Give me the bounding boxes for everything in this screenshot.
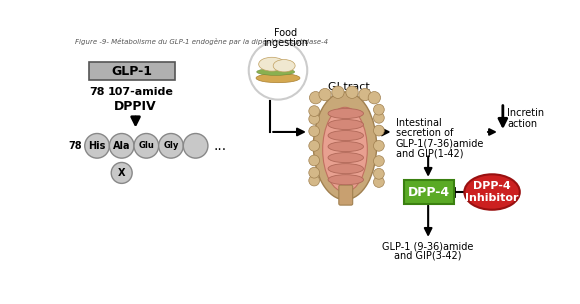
Circle shape: [374, 104, 385, 115]
Circle shape: [374, 156, 385, 167]
Circle shape: [368, 92, 380, 104]
Text: Inhibitor: Inhibitor: [465, 193, 519, 203]
Text: and GIP(1-42): and GIP(1-42): [396, 148, 463, 158]
Text: GLP-1: GLP-1: [111, 65, 152, 78]
Ellipse shape: [328, 130, 364, 140]
Circle shape: [359, 88, 371, 101]
Text: ...: ...: [213, 139, 227, 153]
Circle shape: [374, 168, 385, 179]
Text: Glu: Glu: [139, 141, 154, 150]
Circle shape: [374, 125, 385, 136]
Text: Ala: Ala: [113, 141, 130, 151]
Ellipse shape: [328, 142, 364, 152]
Circle shape: [309, 167, 320, 178]
Ellipse shape: [328, 175, 364, 185]
Text: Gly: Gly: [164, 141, 179, 150]
Circle shape: [85, 133, 110, 158]
Text: Incretin: Incretin: [508, 109, 545, 119]
Text: GLP-1 (9-36)amide: GLP-1 (9-36)amide: [382, 241, 474, 251]
Ellipse shape: [328, 164, 364, 174]
Circle shape: [374, 112, 385, 123]
Circle shape: [319, 88, 331, 101]
Circle shape: [309, 114, 320, 124]
Ellipse shape: [328, 153, 364, 163]
Ellipse shape: [465, 174, 520, 210]
Circle shape: [346, 86, 358, 98]
Text: GLP-1(7-36)amide: GLP-1(7-36)amide: [396, 138, 484, 148]
Text: secretion of: secretion of: [396, 128, 453, 138]
Circle shape: [374, 140, 385, 151]
Text: Figure -9- Métabolisme du GLP-1 endogène par la dipeptidylpeptidase-4: Figure -9- Métabolisme du GLP-1 endogène…: [75, 38, 329, 45]
Circle shape: [111, 162, 132, 183]
Text: ingestion: ingestion: [263, 38, 308, 48]
Circle shape: [374, 177, 385, 187]
Text: DPP-4: DPP-4: [408, 185, 450, 199]
Text: 78: 78: [68, 141, 82, 151]
Ellipse shape: [322, 107, 367, 192]
Text: Intestinal: Intestinal: [396, 118, 441, 128]
Circle shape: [309, 140, 320, 151]
Circle shape: [309, 155, 320, 166]
Ellipse shape: [273, 60, 295, 72]
Circle shape: [309, 106, 320, 116]
Ellipse shape: [328, 109, 364, 119]
Circle shape: [110, 133, 134, 158]
FancyBboxPatch shape: [339, 185, 353, 205]
Circle shape: [309, 126, 320, 136]
Ellipse shape: [328, 119, 364, 130]
Text: GI tract: GI tract: [328, 82, 370, 92]
Circle shape: [134, 133, 159, 158]
Text: action: action: [508, 119, 538, 129]
Text: 107-amide: 107-amide: [108, 87, 174, 97]
Circle shape: [249, 41, 307, 100]
Circle shape: [159, 133, 183, 158]
Circle shape: [332, 86, 344, 98]
Text: 78: 78: [89, 87, 105, 97]
Text: Food: Food: [274, 28, 298, 38]
FancyBboxPatch shape: [404, 181, 454, 204]
Text: DPP-4: DPP-4: [473, 181, 511, 191]
Ellipse shape: [257, 68, 295, 75]
Text: DPPIV: DPPIV: [114, 100, 157, 113]
Text: His: His: [88, 141, 106, 151]
Circle shape: [309, 175, 320, 186]
Ellipse shape: [256, 74, 300, 83]
FancyBboxPatch shape: [89, 62, 175, 80]
Text: and GIP(3-42): and GIP(3-42): [394, 250, 462, 261]
Ellipse shape: [313, 92, 376, 200]
Circle shape: [183, 133, 208, 158]
Text: X: X: [118, 168, 125, 178]
Ellipse shape: [259, 57, 285, 71]
Circle shape: [310, 92, 322, 104]
